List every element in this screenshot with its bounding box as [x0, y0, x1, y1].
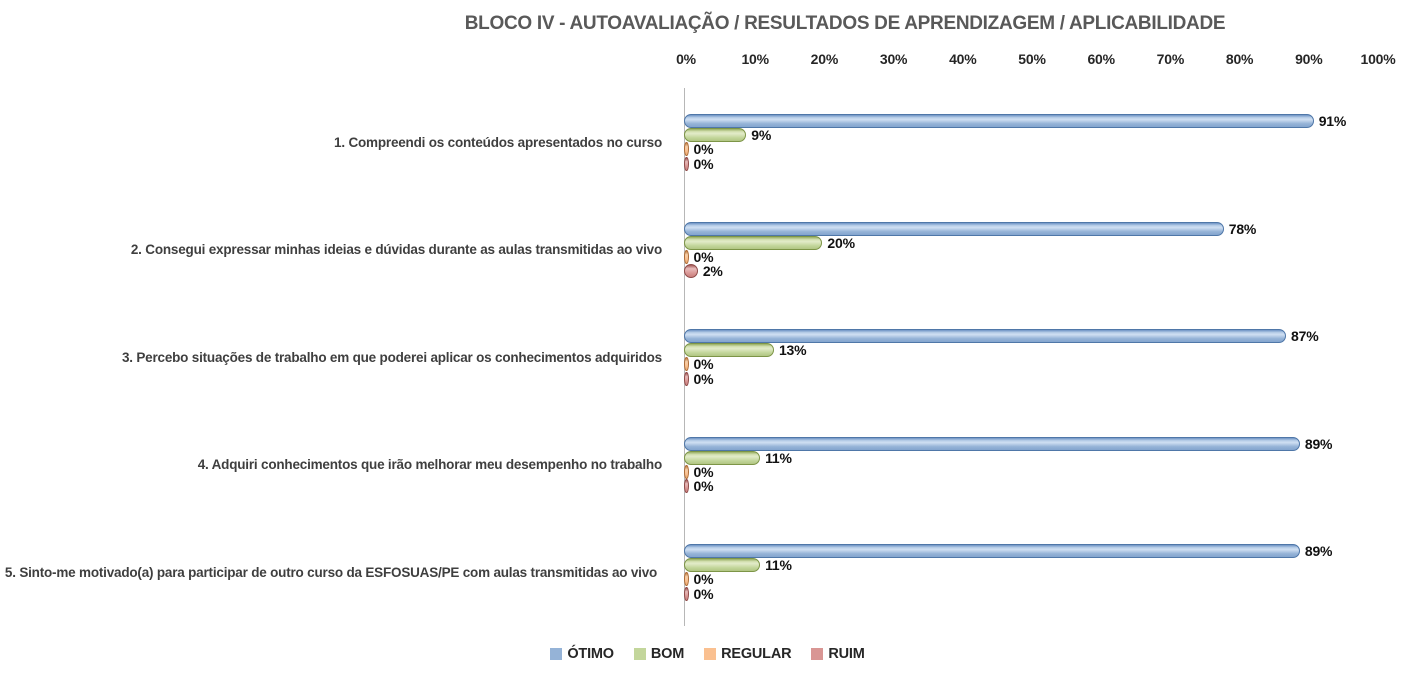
value-label-o-timo: 87%: [1291, 328, 1319, 344]
value-label-ruim: 2%: [702, 263, 723, 280]
category-label-text: 5. Sinto-me motivado(a) para participar …: [4, 564, 658, 580]
legend-item-regular: REGULAR: [704, 646, 792, 662]
category-label-2: 2. Consegui expressar minhas ideias e dú…: [0, 222, 674, 279]
bar-regular: [684, 249, 689, 264]
value-label-regular: 0%: [693, 356, 714, 373]
value-label-regular: 0%: [693, 248, 714, 265]
category-label-text: 4. Adquiri conhecimentos que irão melhor…: [197, 457, 662, 472]
value-label-o-timo: 91%: [1318, 113, 1347, 129]
value-label-ruim: 0%: [693, 370, 714, 387]
legend-label: ÓTIMO: [567, 646, 614, 662]
x-tick-label: 90%: [1295, 51, 1323, 67]
value-label-bom: 20%: [827, 234, 855, 251]
value-label-o-timo: 89%: [1304, 435, 1333, 452]
x-tick-label: 80%: [1225, 51, 1254, 67]
value-label-bom: 11%: [765, 449, 792, 466]
value-label-bom: 13%: [778, 342, 807, 359]
bar-ruim: [684, 586, 689, 601]
legend-label: RUIM: [828, 646, 865, 662]
value-label-bom: 9%: [751, 127, 772, 144]
value-label-ruim: 0%: [693, 478, 714, 495]
y-axis-line: [684, 88, 685, 626]
bar-regular: [684, 572, 689, 587]
x-tick-label: 0%: [676, 51, 696, 67]
value-label-regular: 0%: [693, 463, 714, 480]
legend-item-ruim: RUIM: [811, 646, 865, 662]
value-label-o-timo: 78%: [1228, 220, 1257, 237]
legend-swatch-regular: [704, 648, 717, 660]
legend-item-o-timo: ÓTIMO: [550, 646, 614, 662]
x-tick-label: 60%: [1087, 51, 1115, 67]
bar-o-timo: [684, 329, 1287, 343]
category-label-text: 3. Percebo situações de trabalho em que …: [121, 349, 662, 365]
bar-o-timo: [684, 544, 1300, 558]
x-tick-label: 70%: [1156, 51, 1185, 67]
x-tick-label: 100%: [1360, 51, 1396, 67]
chart-title: BLOCO IV - AUTOAVALIAÇÃO / RESULTADOS DE…: [464, 13, 1226, 34]
legend-swatch-o-timo: [550, 648, 563, 660]
legend-swatch-ruim: [811, 648, 824, 660]
bar-bom: [684, 558, 761, 573]
x-tick-label: 30%: [879, 51, 908, 67]
x-tick-label: 10%: [741, 51, 769, 67]
x-tick-label: 50%: [1018, 51, 1046, 67]
value-label-regular: 0%: [693, 141, 714, 158]
category-label-3: 3. Percebo situações de trabalho em que …: [0, 329, 674, 386]
bar-bom: [684, 450, 761, 465]
bar-regular: [684, 464, 689, 479]
legend-label: BOM: [650, 646, 685, 662]
bar-bom: [684, 343, 774, 358]
bar-regular: [684, 357, 689, 372]
value-label-bom: 11%: [765, 557, 792, 574]
legend-label: REGULAR: [721, 646, 792, 662]
bar-ruim: [684, 371, 689, 386]
value-label-o-timo: 89%: [1304, 543, 1333, 559]
bar-regular: [684, 142, 689, 157]
bar-o-timo: [684, 436, 1300, 451]
bar-ruim: [684, 264, 698, 279]
legend-swatch-bom: [633, 648, 646, 660]
bar-bom: [684, 128, 747, 143]
x-tick-label: 20%: [810, 51, 839, 67]
category-label-4: 4. Adquiri conhecimentos que irão melhor…: [0, 437, 674, 494]
category-label-5: 5. Sinto-me motivado(a) para participar …: [0, 544, 674, 601]
value-label-ruim: 0%: [693, 585, 714, 602]
bar-ruim: [684, 479, 689, 494]
category-label-text: 2. Consegui expressar minhas ideias e dú…: [130, 242, 662, 257]
category-label-text: 1. Compreendi os conteúdos apresentados …: [334, 134, 662, 150]
legend-item-bom: BOM: [633, 646, 685, 662]
value-label-regular: 0%: [693, 571, 714, 588]
bar-ruim: [684, 156, 689, 171]
bar-o-timo: [684, 114, 1314, 128]
category-label-1: 1. Compreendi os conteúdos apresentados …: [0, 114, 674, 171]
legend: ÓTIMO BOM REGULAR RUIM: [0, 646, 1415, 662]
x-tick-label: 40%: [949, 51, 977, 67]
value-label-ruim: 0%: [693, 155, 714, 172]
bar-o-timo: [684, 221, 1224, 236]
bar-bom: [684, 235, 823, 250]
